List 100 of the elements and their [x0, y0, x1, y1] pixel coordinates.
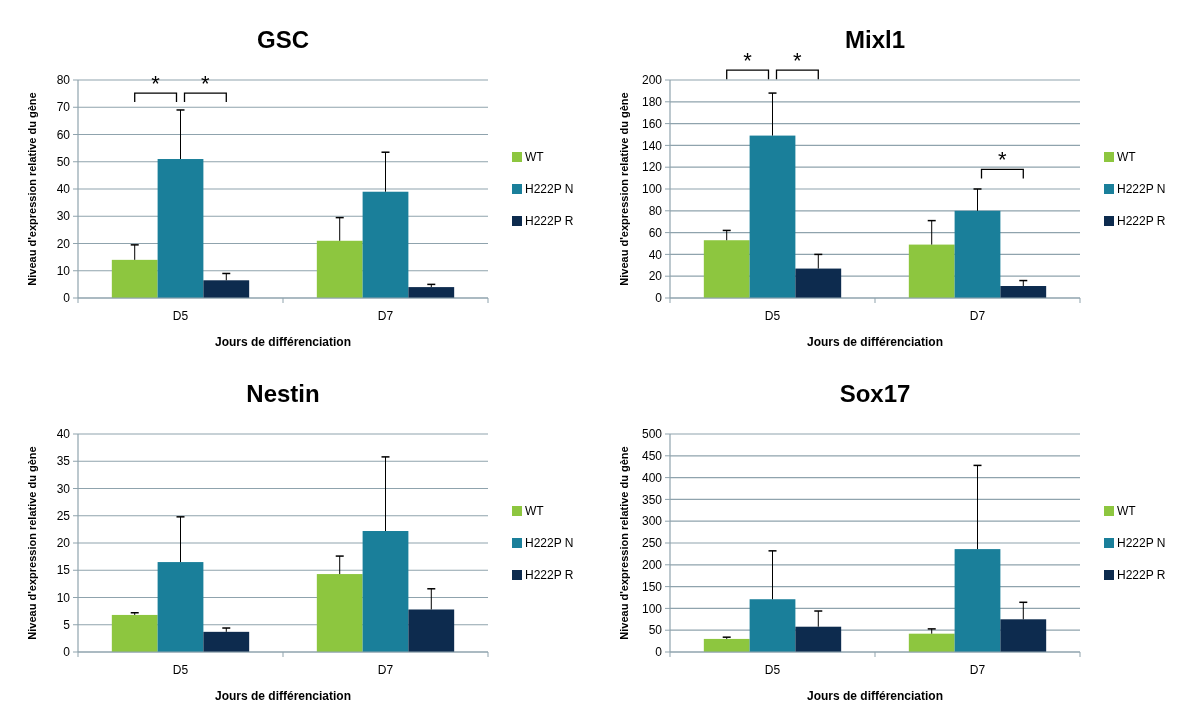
y-tick-label: 200 — [641, 73, 663, 88]
y-tick-label: 450 — [641, 449, 663, 463]
x-tick-label: D5 — [764, 663, 781, 677]
y-tick-label: 0 — [655, 645, 663, 660]
x-axis-title: Jours de différenciation — [214, 689, 352, 703]
bar — [908, 633, 955, 652]
y-tick-label: 50 — [56, 154, 71, 169]
y-tick-label: 25 — [56, 508, 71, 523]
y-tick-label: 300 — [641, 514, 663, 529]
bar — [316, 574, 363, 652]
legend-label: H222P N — [1117, 182, 1166, 197]
x-tick-label: D7 — [377, 309, 394, 323]
y-tick-label: 500 — [641, 427, 663, 442]
bar — [954, 549, 1001, 652]
y-tick-label: 350 — [641, 492, 663, 507]
y-tick-label: 15 — [56, 563, 71, 578]
bar — [703, 638, 750, 652]
bar — [203, 631, 250, 652]
bar — [703, 240, 750, 298]
y-tick-label: 30 — [56, 481, 71, 496]
y-tick-label: 40 — [56, 427, 71, 442]
legend-label: WT — [1117, 150, 1137, 165]
bar — [362, 191, 409, 298]
y-axis-title: Niveau d'expression relative du gène — [26, 92, 38, 286]
y-tick-label: 5 — [63, 617, 71, 632]
bar — [795, 626, 842, 652]
y-axis-title: Niveau d'expression relative du gène — [618, 446, 630, 640]
legend-label: H222P N — [1117, 536, 1166, 551]
y-tick-label: 80 — [648, 204, 663, 218]
legend-label: H222P R — [1117, 214, 1166, 229]
x-axis-title: Jours de différenciation — [806, 335, 944, 349]
y-tick-label: 30 — [56, 209, 71, 224]
y-tick-label: 0 — [63, 645, 71, 660]
y-tick-label: 150 — [641, 579, 663, 594]
bar — [1000, 286, 1047, 298]
legend-label: WT — [525, 150, 545, 165]
legend-label: H222P R — [1117, 568, 1166, 583]
chart-title: GSC — [256, 26, 310, 53]
bar — [749, 599, 796, 652]
y-tick-label: 50 — [648, 623, 663, 638]
legend-label: WT — [1117, 504, 1137, 519]
bar — [408, 287, 455, 298]
bar — [362, 531, 409, 652]
y-tick-label: 120 — [641, 160, 663, 175]
annotation: * — [998, 147, 1008, 173]
y-tick-label: 140 — [641, 138, 663, 153]
text: * — [743, 48, 753, 74]
y-axis-title: Niveau d'expression relative du gène — [26, 446, 38, 640]
x-tick-label: D5 — [764, 309, 781, 323]
y-tick-label: 80 — [56, 73, 71, 88]
x-tick-label: D5 — [172, 309, 189, 323]
x-tick-label: D5 — [172, 663, 189, 677]
bar — [157, 562, 204, 652]
y-tick-label: 60 — [648, 225, 663, 240]
bar — [1000, 619, 1047, 652]
annotation: * — [151, 71, 161, 97]
y-axis-title: Niveau d'expression relative du gène — [618, 92, 630, 286]
y-tick-label: 100 — [641, 601, 663, 616]
x-tick-label: D7 — [377, 663, 394, 677]
y-tick-label: 40 — [648, 247, 663, 262]
legend-label: H222P N — [525, 536, 574, 551]
legend-label: H222P R — [525, 214, 574, 229]
y-tick-label: 70 — [56, 100, 71, 115]
bar — [408, 609, 455, 652]
y-tick-label: 60 — [56, 127, 71, 142]
y-tick-label: 10 — [56, 590, 71, 605]
y-tick-label: 180 — [641, 95, 663, 109]
chart-title: Sox17 — [839, 380, 911, 407]
y-tick-label: 400 — [641, 470, 663, 485]
x-tick-label: D7 — [969, 663, 986, 677]
bar — [111, 259, 158, 298]
y-tick-label: 20 — [56, 236, 71, 251]
bar — [157, 159, 204, 298]
bar — [316, 240, 363, 298]
bar — [203, 280, 250, 298]
y-tick-label: 200 — [641, 558, 663, 572]
bar — [795, 268, 842, 298]
legend-label: H222P R — [525, 568, 574, 583]
x-axis-title: Jours de différenciation — [806, 689, 944, 703]
chart-title: Nestin — [246, 380, 320, 407]
x-tick-label: D7 — [969, 309, 986, 323]
bar — [908, 244, 955, 298]
legend-label: WT — [525, 504, 545, 519]
chart-title: Mixl1 — [844, 26, 906, 53]
annotation: * — [201, 71, 211, 97]
legend-label: H222P N — [525, 182, 574, 197]
y-tick-label: 250 — [641, 536, 663, 551]
y-tick-label: 100 — [641, 182, 663, 197]
text: * — [793, 48, 803, 74]
y-tick-label: 20 — [648, 269, 663, 284]
y-tick-label: 10 — [56, 263, 71, 278]
bar — [111, 614, 158, 652]
y-tick-label: 20 — [56, 536, 71, 551]
y-tick-label: 160 — [641, 116, 663, 131]
y-tick-label: 0 — [63, 291, 71, 306]
bar — [954, 210, 1001, 298]
y-tick-label: 40 — [56, 182, 71, 197]
bar — [749, 135, 796, 298]
x-axis-title: Jours de différenciation — [214, 335, 352, 349]
y-tick-label: 35 — [56, 454, 71, 469]
